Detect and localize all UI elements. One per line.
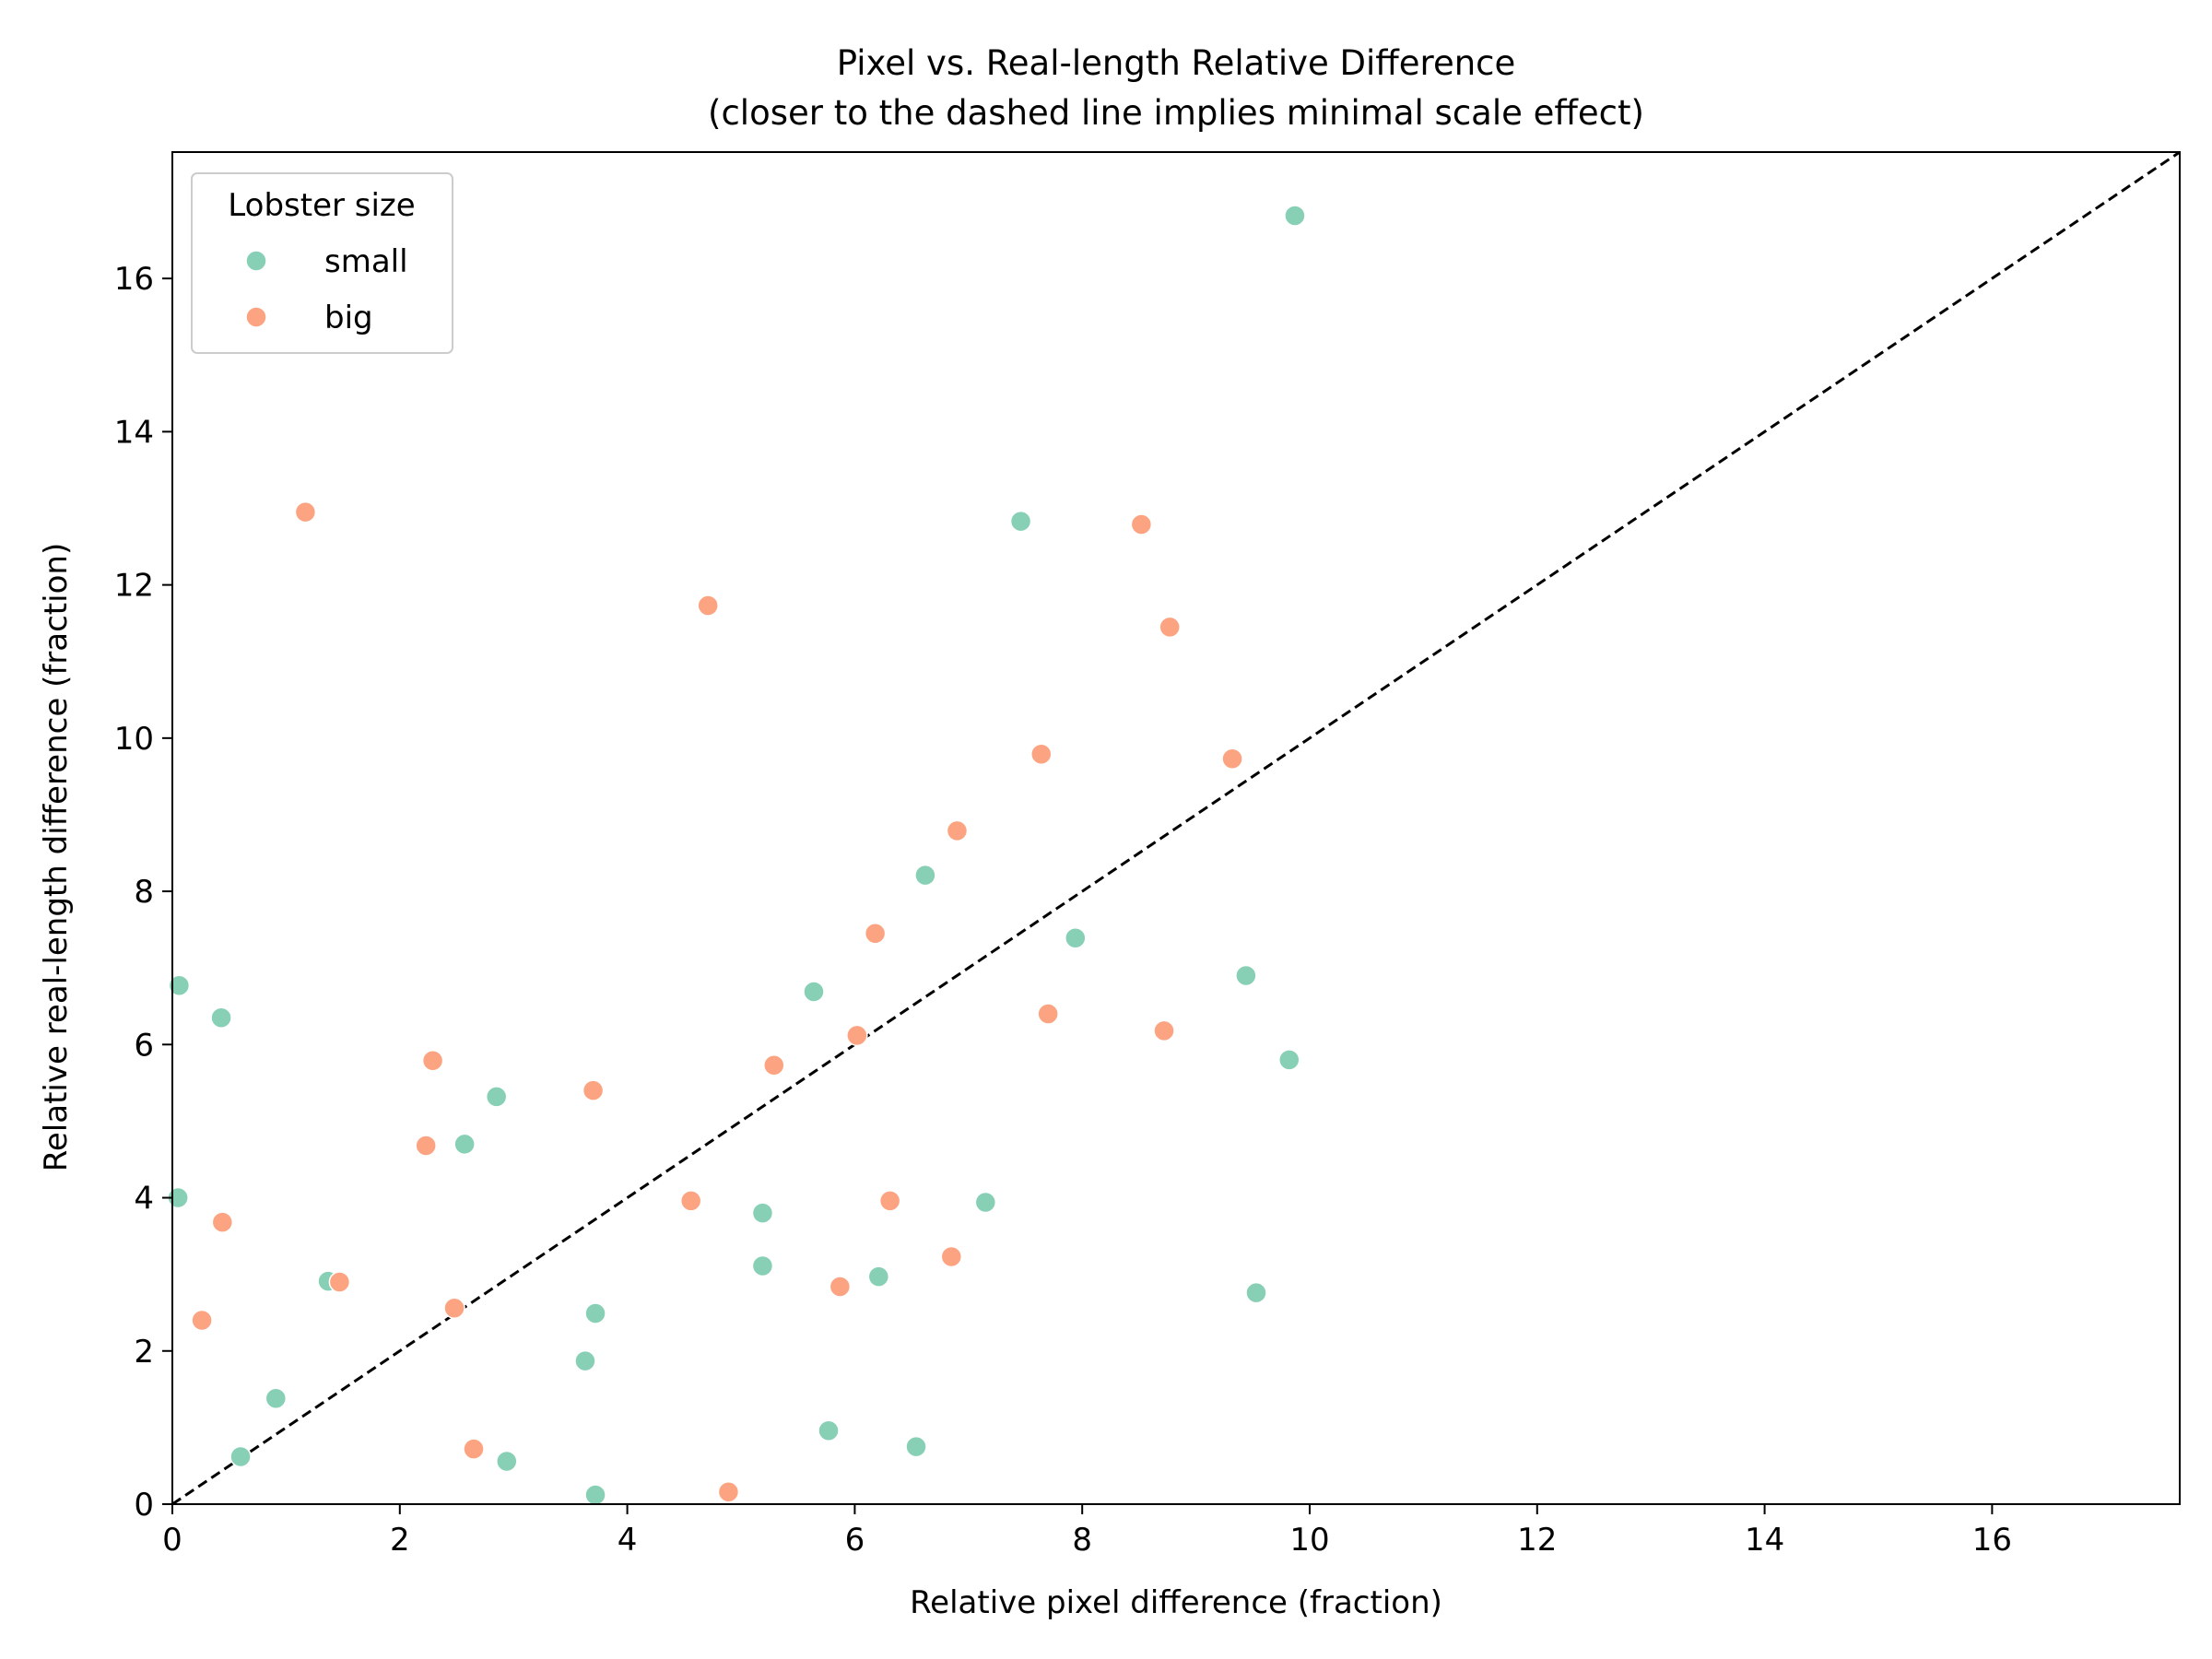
data-point-small (1245, 1281, 1267, 1304)
reference-line-group (171, 150, 2181, 1506)
x-tick-label: 6 (845, 1522, 865, 1559)
data-point-big (940, 1245, 963, 1268)
x-tick-label: 4 (618, 1522, 638, 1559)
chart-subtitle: (closer to the dashed line implies minim… (708, 93, 1644, 133)
data-point-big (946, 819, 969, 842)
data-point-small (1284, 205, 1306, 227)
data-point-small (584, 1302, 606, 1324)
data-point-small (1278, 1049, 1300, 1071)
reference-line (171, 150, 2181, 1506)
legend: Lobster size small big (191, 172, 453, 354)
data-point-small (818, 1419, 840, 1441)
data-point-small (210, 1006, 232, 1029)
legend-label-small: small (324, 243, 408, 280)
legend-title: Lobster size (228, 187, 415, 224)
y-tick-label: 10 (114, 721, 154, 758)
data-point-big (763, 1053, 785, 1077)
data-point-small (1009, 510, 1032, 533)
data-point-big (1159, 616, 1181, 639)
data-point-big (582, 1079, 605, 1101)
x-tick-label: 2 (390, 1522, 410, 1559)
data-point-big (211, 1211, 234, 1233)
data-point-big (1221, 747, 1243, 771)
plot-area (167, 150, 2181, 1506)
data-point-small (1235, 964, 1257, 987)
data-point-small (168, 974, 191, 997)
data-point-big (415, 1135, 437, 1157)
data-point-big (878, 1190, 901, 1212)
data-point-small (905, 1435, 927, 1458)
y-tick-label: 2 (134, 1334, 154, 1371)
data-point-small (574, 1349, 596, 1372)
data-point-big (1030, 743, 1053, 766)
data-point-big (421, 1050, 444, 1072)
data-point-big (717, 1480, 740, 1503)
data-point-big (443, 1297, 465, 1319)
x-tick-label: 12 (1517, 1522, 1557, 1559)
x-tick-label: 16 (1972, 1522, 2012, 1559)
data-point-small (485, 1086, 508, 1108)
data-point-big (191, 1309, 213, 1332)
data-point-big (294, 500, 317, 524)
y-tick-label: 14 (114, 414, 154, 451)
data-point-small (1065, 927, 1087, 949)
y-axis-label: Relative real-length difference (fractio… (38, 543, 75, 1171)
data-point-small (803, 981, 825, 1003)
legend-marker-big (245, 306, 267, 328)
data-point-big (463, 1438, 485, 1460)
y-axis-ticks: 0 2 4 6 8 10 12 14 16 (114, 261, 172, 1524)
y-tick-label: 6 (134, 1027, 154, 1064)
data-point-big (846, 1024, 868, 1047)
data-point-big (1153, 1019, 1175, 1042)
data-point-big (679, 1190, 702, 1212)
x-tick-label: 14 (1745, 1522, 1784, 1559)
data-point-small (453, 1133, 476, 1156)
y-tick-label: 4 (134, 1181, 154, 1218)
data-point-small (496, 1450, 518, 1473)
y-tick-label: 16 (114, 261, 154, 298)
x-tick-label: 8 (1072, 1522, 1092, 1559)
data-point-small (751, 1254, 774, 1277)
data-point-small (914, 864, 936, 887)
x-tick-label: 10 (1289, 1522, 1329, 1559)
legend-marker-small (245, 250, 267, 272)
legend-label-big: big (324, 300, 373, 336)
data-point-big (697, 594, 719, 617)
data-point-small (265, 1387, 288, 1410)
data-point-small (751, 1202, 774, 1224)
data-point-small (584, 1484, 606, 1506)
x-tick-label: 0 (162, 1522, 182, 1559)
data-point-big (864, 923, 887, 945)
data-point-big (829, 1276, 852, 1298)
x-axis-label: Relative pixel difference (fraction) (910, 1584, 1442, 1621)
y-tick-label: 12 (114, 568, 154, 605)
y-tick-label: 0 (134, 1487, 154, 1524)
y-tick-label: 8 (134, 874, 154, 911)
data-point-small (867, 1265, 890, 1288)
data-point-small (229, 1445, 252, 1468)
chart-title: Pixel vs. Real-length Relative Differenc… (837, 43, 1516, 83)
data-point-big (1130, 513, 1153, 535)
data-point-big (1037, 1003, 1059, 1025)
x-axis-ticks: 0 2 4 6 8 10 12 14 16 (162, 1504, 2012, 1559)
data-points (167, 205, 1306, 1506)
data-point-small (974, 1191, 997, 1214)
axes-frame (171, 151, 2181, 1505)
data-point-big (328, 1271, 351, 1293)
